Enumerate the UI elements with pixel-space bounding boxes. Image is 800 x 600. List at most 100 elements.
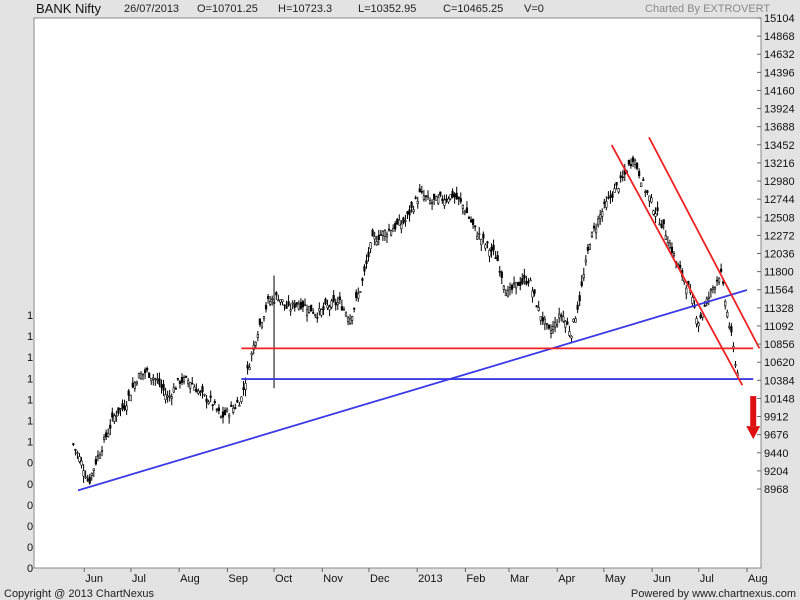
candle-body — [582, 274, 585, 279]
candle-body — [312, 312, 315, 314]
price-series — [72, 155, 739, 485]
candle-body — [668, 242, 671, 248]
y-tick-label: 9912 — [764, 412, 788, 424]
candle-body — [490, 246, 493, 252]
candle-body — [158, 378, 161, 385]
candle-body — [310, 304, 313, 312]
candle-body — [428, 200, 432, 204]
candle-body — [154, 378, 157, 380]
candle-body — [119, 408, 122, 410]
candle-body — [256, 334, 259, 338]
candle-body — [113, 415, 116, 422]
candle-body — [250, 353, 253, 356]
candle-body — [648, 195, 651, 202]
candle-body — [201, 386, 204, 393]
candle-body — [461, 204, 464, 209]
candle-body — [342, 308, 346, 311]
candle-body — [398, 219, 401, 226]
candle-body — [396, 219, 399, 225]
candle-body — [457, 196, 460, 200]
candle-body — [670, 246, 674, 253]
candle-body — [135, 381, 138, 385]
candle-body — [322, 306, 325, 310]
left-axis-label: 0 — [27, 563, 33, 575]
candle-body — [285, 305, 288, 309]
candle-body — [174, 388, 177, 390]
candle-body — [531, 290, 534, 298]
candle-body — [617, 188, 620, 193]
y-tick-label: 13924 — [764, 104, 795, 116]
candle-body — [207, 401, 210, 405]
candle-body — [691, 297, 694, 304]
y-tick-label: 9676 — [764, 430, 788, 442]
candle-body — [189, 382, 192, 389]
candle-body — [326, 304, 329, 309]
candle-body — [191, 382, 194, 385]
candle-body — [353, 307, 356, 310]
candle-body — [597, 218, 600, 226]
candle-body — [590, 231, 594, 238]
candle-body — [578, 295, 581, 302]
header-volume: V=0 — [524, 3, 544, 15]
candle-body — [389, 230, 393, 236]
candle-body — [420, 190, 423, 193]
candle-body — [730, 326, 733, 333]
candle-body — [305, 309, 309, 317]
candle-body — [486, 241, 489, 244]
candle-body — [592, 225, 596, 229]
candle-body — [330, 300, 333, 308]
candle-body — [293, 303, 296, 308]
candle-body — [252, 344, 255, 350]
candle-body — [170, 396, 173, 399]
candle-body — [642, 179, 645, 181]
candle-body — [246, 364, 249, 369]
candle-body — [230, 404, 233, 407]
y-tick-label: 11564 — [764, 285, 794, 297]
candle-body — [232, 407, 235, 413]
candle-body — [123, 405, 126, 410]
candle-body — [586, 246, 589, 251]
y-tick-label: 14868 — [764, 31, 795, 43]
candle-body — [726, 311, 729, 318]
candle-body — [439, 191, 442, 196]
candle-body — [471, 218, 475, 225]
candle-body — [271, 298, 274, 301]
candle-body — [373, 236, 376, 240]
candle-body — [607, 196, 610, 199]
candle-body — [666, 242, 669, 247]
candle-body — [146, 367, 149, 371]
candle-body — [599, 214, 602, 219]
candle-body — [266, 296, 270, 299]
candle-body — [443, 199, 446, 206]
candle-body — [88, 476, 91, 484]
candle-body — [707, 296, 710, 299]
candle-body — [541, 317, 544, 322]
candle-body — [240, 396, 243, 403]
candle-body — [107, 433, 110, 437]
header-open: O=10701.25 — [197, 3, 258, 15]
candle-body — [281, 299, 284, 303]
candle-body — [277, 299, 280, 302]
x-tick-label: Sep — [228, 573, 248, 585]
header-low: L=10352.95 — [358, 3, 417, 15]
candle-body — [611, 193, 614, 198]
x-tick-label: Dec — [370, 573, 390, 585]
candle-body — [105, 432, 108, 438]
candle-body — [82, 470, 85, 477]
candle-body — [262, 316, 266, 320]
candle-body — [410, 201, 413, 208]
candle-body — [619, 175, 622, 178]
candle-body — [375, 241, 378, 246]
candle-body — [553, 321, 557, 328]
candle-body — [316, 316, 319, 319]
candle-body — [295, 302, 298, 305]
candle-body — [197, 390, 200, 394]
candle-body — [474, 225, 477, 228]
candle-body — [72, 443, 75, 445]
candle-body — [570, 335, 573, 339]
candle-body — [199, 391, 202, 393]
candle-body — [400, 223, 403, 230]
candle-body — [166, 395, 169, 398]
x-tick-label: Jul — [700, 573, 714, 585]
candle-body — [228, 414, 231, 418]
